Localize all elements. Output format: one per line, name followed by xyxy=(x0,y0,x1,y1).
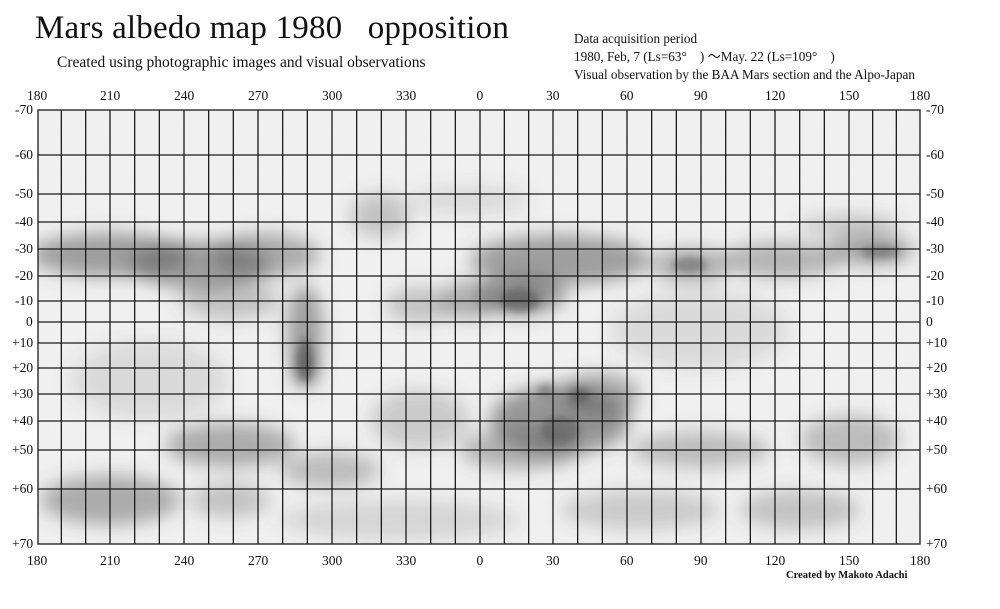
latitude-tick-label: +70 xyxy=(12,536,34,551)
acquisition-heading: Data acquisition period xyxy=(574,31,698,46)
latitude-tick-label: +30 xyxy=(926,386,948,401)
longitude-tick-label: 240 xyxy=(174,88,195,103)
latitude-tick-label: -50 xyxy=(926,186,944,201)
latitude-tick-label: -60 xyxy=(15,147,33,162)
latitude-tick-label: -70 xyxy=(926,102,944,117)
map-grid xyxy=(37,109,921,545)
longitude-tick-label: 330 xyxy=(396,553,417,568)
longitude-tick-label: 30 xyxy=(546,88,560,103)
longitude-tick-label: 0 xyxy=(476,553,484,568)
latitude-tick-label: -40 xyxy=(926,214,944,229)
longitude-tick-label: 180 xyxy=(910,88,931,103)
latitude-tick-label: -50 xyxy=(15,186,33,201)
longitude-tick-label: 300 xyxy=(322,88,343,103)
latitude-tick-label: -30 xyxy=(926,241,944,256)
latitude-tick-label: -20 xyxy=(926,268,944,283)
longitude-tick-label: 90 xyxy=(694,553,708,568)
acquisition-info: Data acquisition period 1980, Feb, 7 (Ls… xyxy=(574,30,915,84)
longitude-tick-label: 270 xyxy=(248,553,269,568)
longitude-tick-label: 180 xyxy=(910,553,931,568)
latitude-tick-label: +50 xyxy=(12,442,34,457)
longitude-tick-label: 210 xyxy=(100,88,121,103)
longitude-tick-label: 270 xyxy=(248,88,269,103)
latitude-tick-label: +10 xyxy=(12,335,34,350)
longitude-tick-label: 300 xyxy=(322,553,343,568)
acquisition-sources: Visual observation by the BAA Mars secti… xyxy=(574,67,915,82)
latitude-tick-label: -10 xyxy=(15,293,33,308)
longitude-tick-label: 240 xyxy=(174,553,195,568)
latitude-tick-label: +20 xyxy=(12,360,34,375)
latitude-tick-label: +40 xyxy=(926,413,948,428)
longitude-tick-label: 120 xyxy=(765,88,786,103)
map-title: Mars albedo map 1980 opposition xyxy=(35,10,510,46)
latitude-tick-label: +60 xyxy=(12,481,34,496)
longitude-tick-label: 0 xyxy=(476,88,484,103)
longitude-tick-label: 30 xyxy=(546,553,560,568)
latitude-tick-label: -30 xyxy=(15,241,33,256)
author-credit: Created by Makoto Adachi xyxy=(786,570,908,581)
longitude-tick-label: 210 xyxy=(100,553,121,568)
latitude-tick-label: +40 xyxy=(12,413,34,428)
latitude-tick-label: +30 xyxy=(12,386,34,401)
map-subtitle: Created using photographic images and vi… xyxy=(57,54,426,71)
longitude-tick-label: 60 xyxy=(620,553,634,568)
longitude-tick-label: 150 xyxy=(839,88,860,103)
latitude-tick-label: -20 xyxy=(15,268,33,283)
longitude-tick-label: 330 xyxy=(396,88,417,103)
latitude-tick-label: +20 xyxy=(926,360,948,375)
latitude-tick-label: 0 xyxy=(926,314,933,329)
latitude-tick-label: 0 xyxy=(26,314,33,329)
latitude-tick-label: +70 xyxy=(926,536,948,551)
latitude-tick-label: +60 xyxy=(926,481,948,496)
acquisition-period: 1980, Feb, 7 (Ls=63° ) 〜May. 22 (Ls=109°… xyxy=(574,49,835,64)
albedo-shading xyxy=(38,110,920,544)
latitude-tick-label: -10 xyxy=(926,293,944,308)
longitude-tick-label: 180 xyxy=(27,553,48,568)
longitude-tick-label: 180 xyxy=(27,88,48,103)
latitude-tick-label: -60 xyxy=(926,147,944,162)
longitude-tick-label: 150 xyxy=(839,553,860,568)
longitude-tick-label: 90 xyxy=(694,88,708,103)
longitude-tick-label: 120 xyxy=(765,553,786,568)
latitude-tick-label: +10 xyxy=(926,335,948,350)
latitude-tick-label: -40 xyxy=(15,214,33,229)
longitude-tick-label: 60 xyxy=(620,88,634,103)
latitude-tick-label: -70 xyxy=(15,102,33,117)
latitude-tick-label: +50 xyxy=(926,442,948,457)
